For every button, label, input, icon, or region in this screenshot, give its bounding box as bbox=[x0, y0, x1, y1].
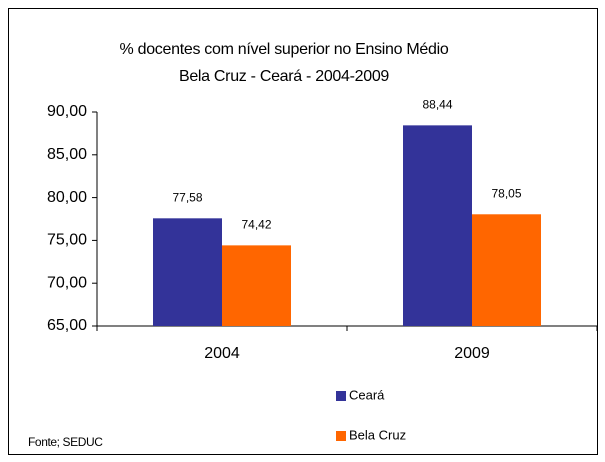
bar bbox=[403, 125, 472, 326]
x-tick-label: 2009 bbox=[454, 345, 490, 362]
chart-subtitle: Bela Cruz - Ceará - 2004-2009 bbox=[179, 68, 389, 85]
bar bbox=[472, 214, 541, 326]
y-tick-label: 75,00 bbox=[47, 232, 87, 249]
source: Fonte; SEDUC bbox=[28, 435, 103, 449]
value-label: 78,05 bbox=[491, 186, 521, 200]
legend-label: Bela Cruz bbox=[349, 427, 406, 442]
y-tick-label: 85,00 bbox=[47, 146, 87, 163]
chart-title: % docentes com nível superior no Ensino … bbox=[120, 41, 449, 58]
y-tick-label: 70,00 bbox=[47, 274, 87, 291]
legend-label: Ceará bbox=[349, 387, 385, 402]
value-label: 77,58 bbox=[172, 190, 202, 204]
y-tick-label: 90,00 bbox=[47, 103, 87, 120]
y-tick-label: 80,00 bbox=[47, 189, 87, 206]
y-tick-label: 65,00 bbox=[47, 317, 87, 334]
bar bbox=[153, 218, 222, 326]
legend-swatch bbox=[336, 391, 346, 401]
x-tick-label: 2004 bbox=[204, 345, 240, 362]
value-label: 88,44 bbox=[422, 98, 452, 112]
legend-swatch bbox=[336, 431, 346, 441]
bar bbox=[222, 245, 291, 326]
value-label: 74,42 bbox=[241, 218, 271, 232]
